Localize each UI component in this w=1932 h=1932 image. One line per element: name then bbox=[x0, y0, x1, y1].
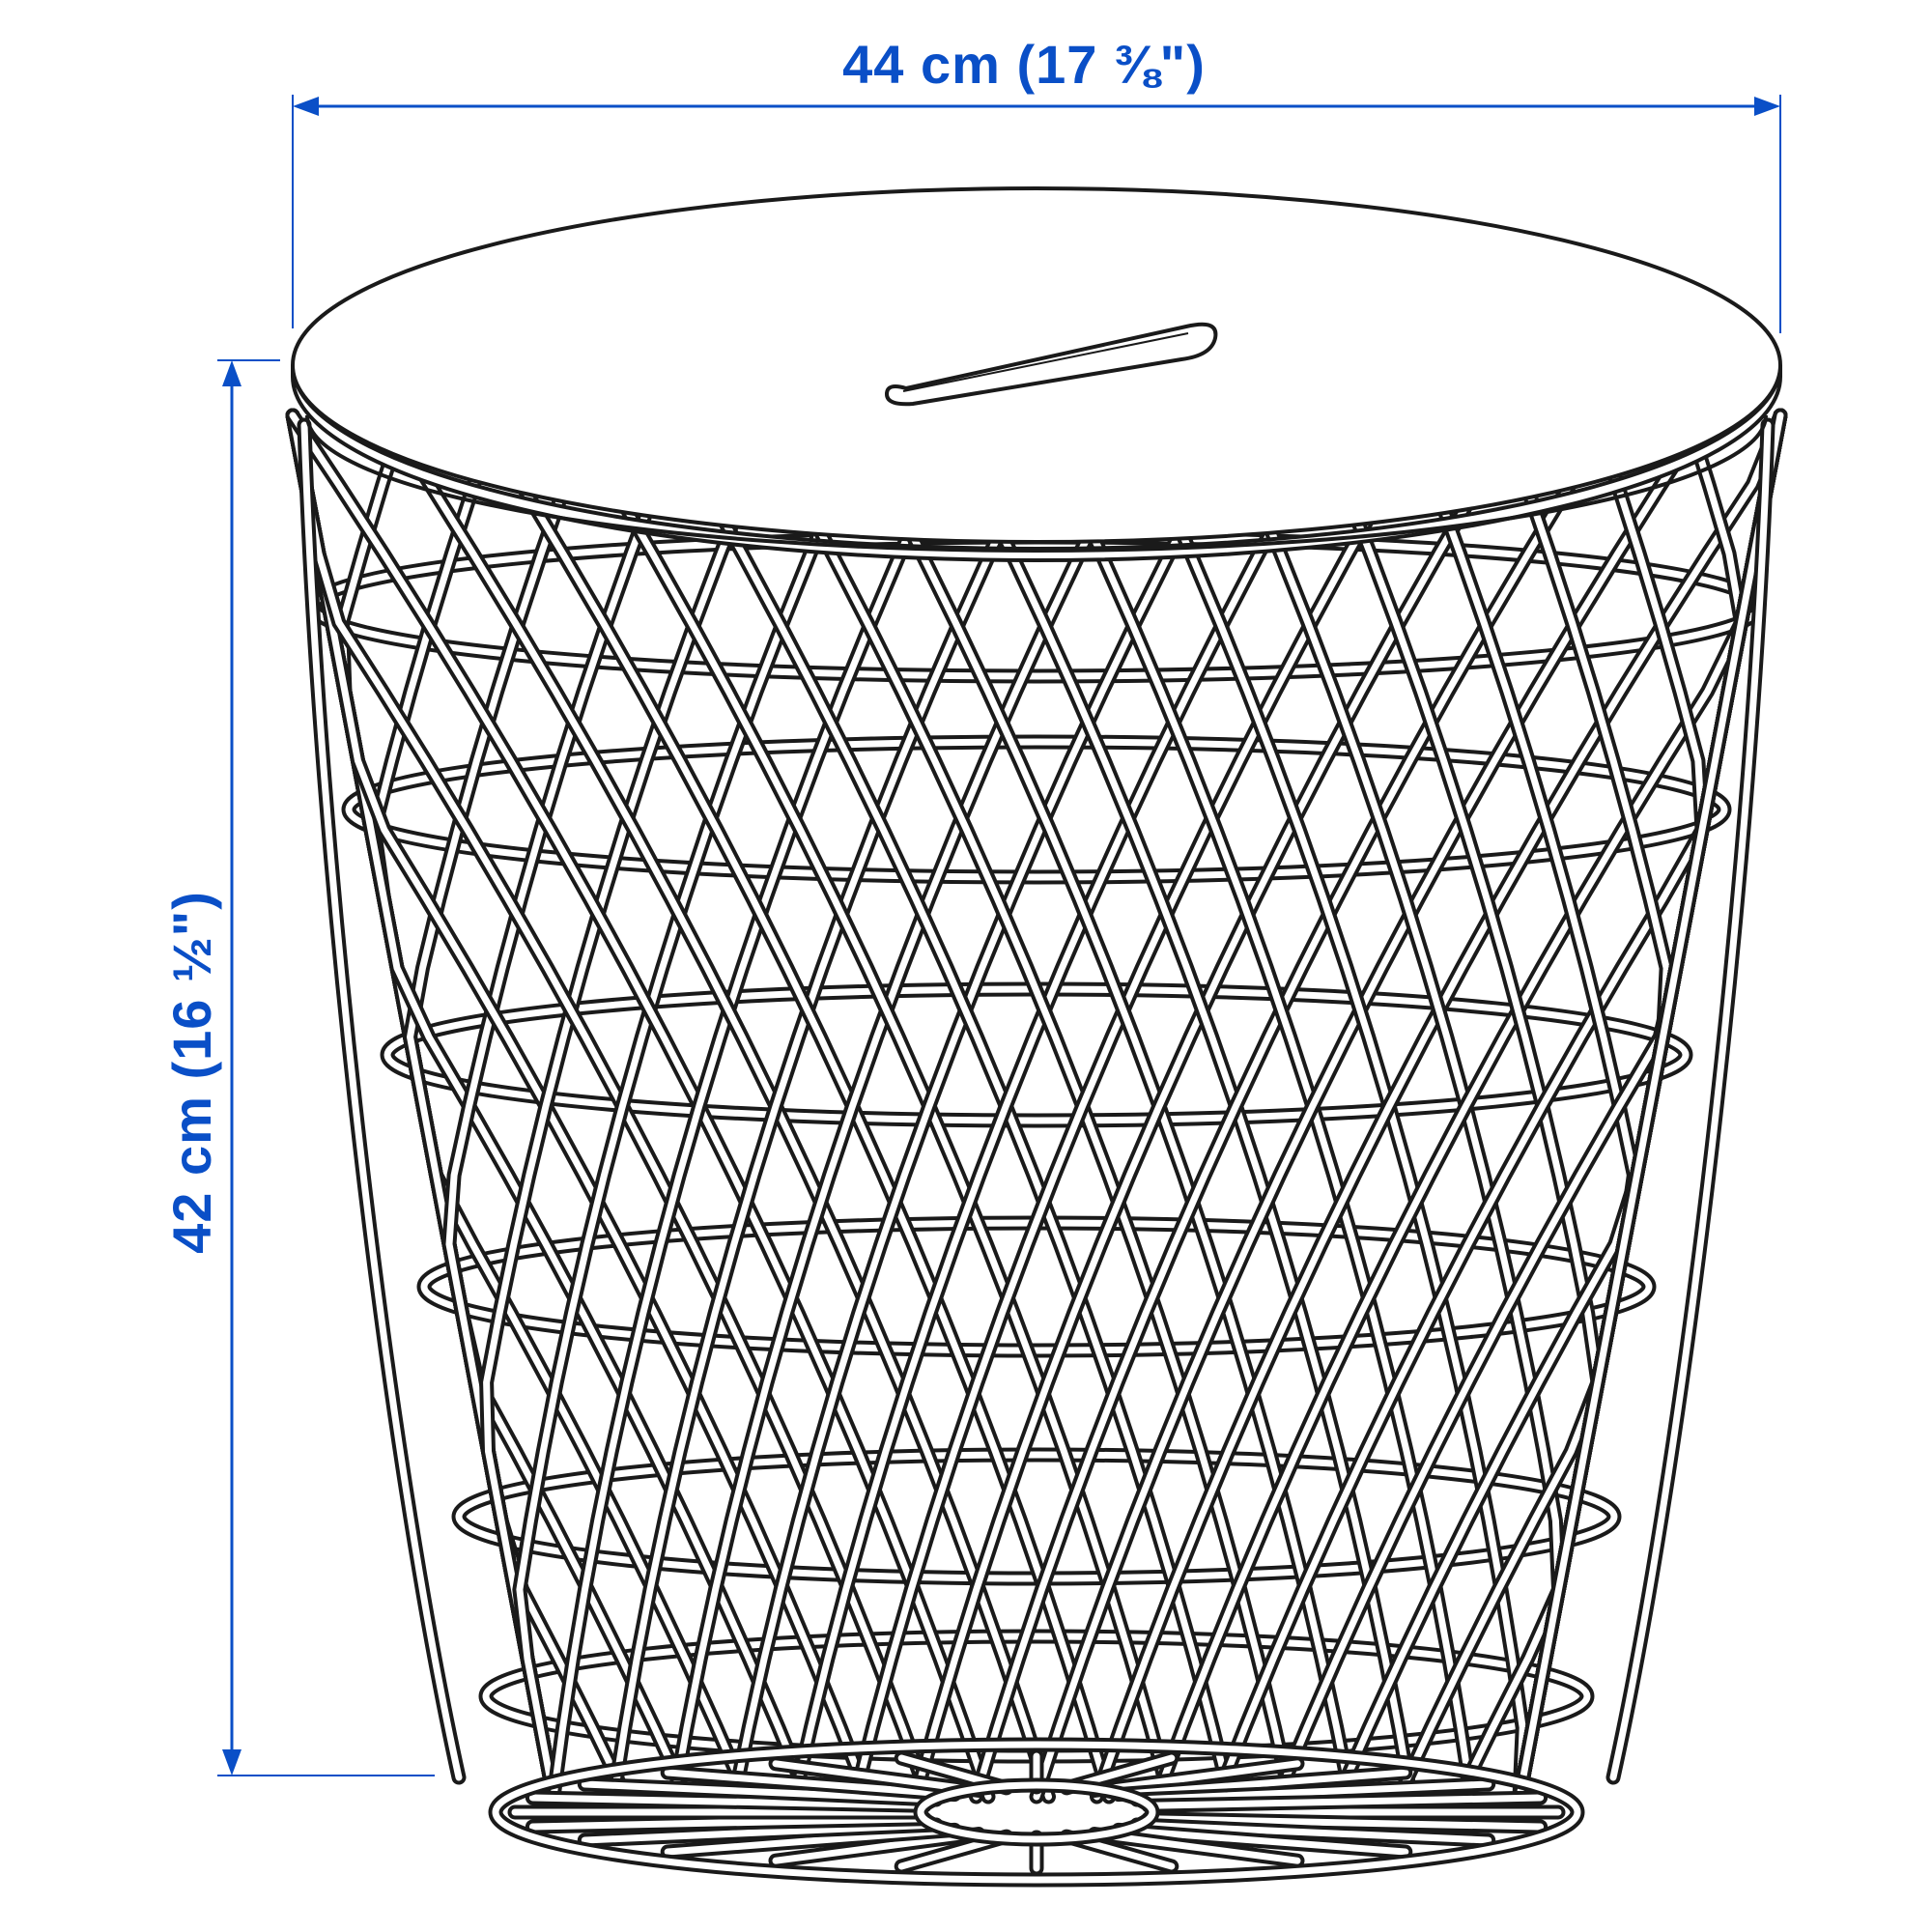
basket-base-spoke bbox=[1141, 1790, 1548, 1813]
basket-diagonal-wire bbox=[1150, 408, 1788, 1804]
basket-base-spoke bbox=[1141, 1811, 1548, 1834]
basket-base-ring bbox=[488, 1737, 1585, 1888]
basket-base-spoke bbox=[660, 1765, 962, 1803]
height-dimension: 42 cm (16 ½") bbox=[161, 359, 435, 1776]
basket-base-spoke bbox=[577, 1817, 944, 1848]
basket-base-spoke bbox=[1087, 1827, 1305, 1868]
basket-base-spoke bbox=[1111, 1765, 1413, 1803]
lid-handle-slot-inner bbox=[902, 332, 1189, 392]
basket-diagonal-wire bbox=[1090, 408, 1788, 1804]
height-arrow-top bbox=[222, 360, 242, 386]
basket-side-left bbox=[297, 417, 467, 1785]
basket-base-spoke bbox=[1129, 1817, 1496, 1848]
basket-diagonal-wire bbox=[667, 408, 1155, 1804]
basket-base-spoke bbox=[577, 1776, 944, 1807]
basket-diagonal-wire bbox=[479, 408, 783, 1804]
width-dimension: 44 cm (17 ⅜") bbox=[292, 34, 1781, 333]
basket-diagonal-wire bbox=[657, 408, 1237, 1804]
basket-ring bbox=[341, 734, 1732, 885]
basket-wire-frame bbox=[285, 408, 1788, 1888]
basket-base-spoke bbox=[768, 1756, 986, 1798]
height-label: 42 cm (16 ½") bbox=[161, 891, 222, 1254]
basket-diagonal-wire bbox=[908, 408, 1527, 1804]
basket-diagonal-wire bbox=[607, 408, 1063, 1804]
basket-diagonal-wire bbox=[1029, 408, 1714, 1804]
basket-base-spoke bbox=[1129, 1776, 1496, 1807]
lid-rim bbox=[305, 414, 1768, 553]
basket-base-hub bbox=[913, 1777, 1160, 1847]
basket-base-spoke bbox=[525, 1811, 932, 1834]
basket-base-spoke bbox=[768, 1827, 986, 1868]
basket-lid bbox=[291, 186, 1782, 562]
basket-base-spoke bbox=[1111, 1822, 1413, 1860]
basket-diagonal-wire bbox=[1512, 408, 1788, 1804]
basket-diagonal-wire bbox=[727, 408, 1249, 1804]
width-arrow-right bbox=[1754, 97, 1780, 116]
basket-diagonal-wire bbox=[750, 408, 1297, 1804]
width-label: 44 cm (17 ⅜") bbox=[842, 34, 1206, 95]
basket-side-right bbox=[1605, 417, 1776, 1785]
height-arrow-bottom bbox=[222, 1749, 242, 1776]
basket-ring bbox=[416, 1215, 1657, 1358]
width-arrow-left bbox=[293, 97, 319, 116]
basket-diagonal-wire bbox=[512, 408, 877, 1804]
basket-base-spoke bbox=[1087, 1756, 1305, 1798]
basket-base-spoke bbox=[525, 1790, 932, 1813]
basket-diagonal-wire bbox=[848, 408, 1435, 1804]
basket-diagonal-wire bbox=[969, 408, 1621, 1804]
basket-base-spoke bbox=[660, 1822, 962, 1860]
basket-diagonal-wire bbox=[787, 408, 1342, 1804]
basket-diagonal-wire bbox=[546, 408, 970, 1804]
